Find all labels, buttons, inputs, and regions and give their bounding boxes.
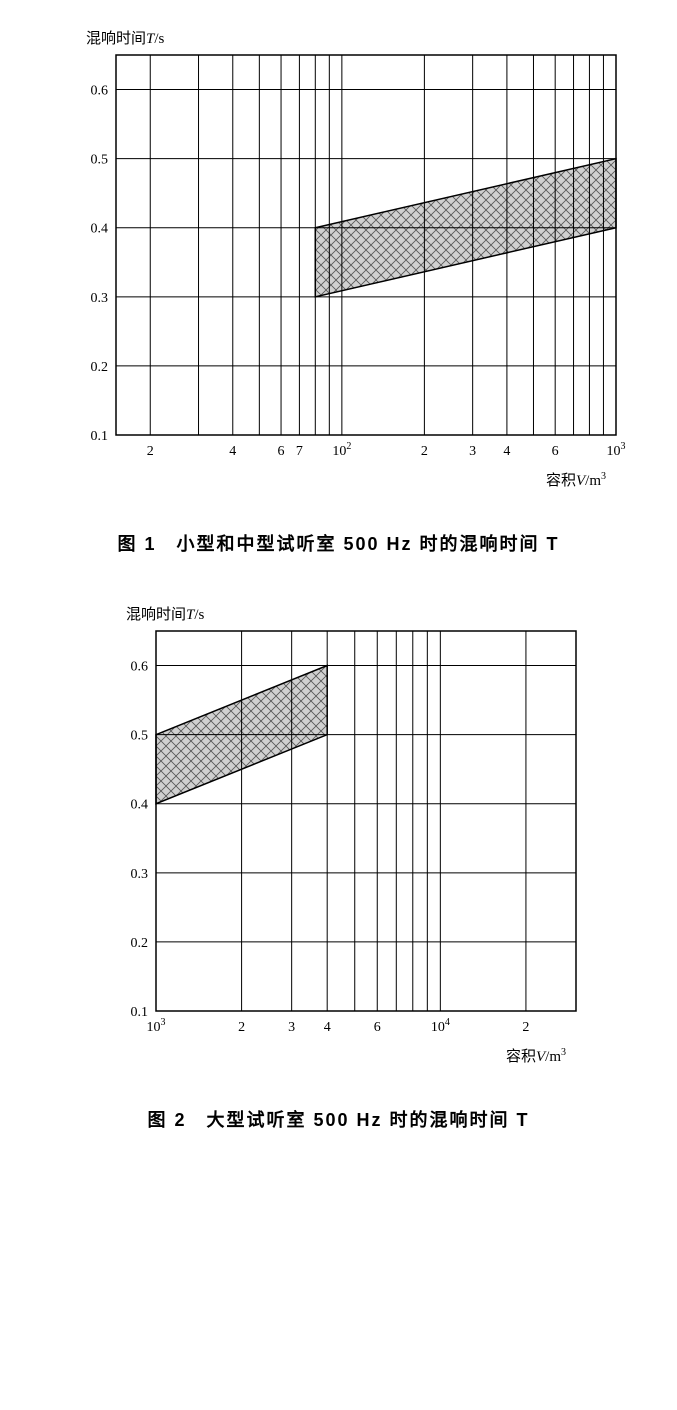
y-tick-label: 0.3	[131, 867, 149, 882]
x-tick-label: 4	[503, 444, 510, 459]
x-tick-label: 104	[431, 1017, 450, 1035]
y-tick-label: 0.2	[91, 360, 109, 375]
y-tick-label: 0.5	[131, 729, 149, 744]
x-tick-label: 2	[147, 444, 154, 459]
chart2-svg-holder: 混响时间T/s 0.1 0.2 0.3 0.4 0.5 0.6 103 2 3 4 6 104 2 容积V…	[20, 596, 657, 1081]
y-tick-label: 0.6	[131, 660, 149, 675]
chart2-caption: 图 2 大型试听室 500 Hz 时的混响时间 T	[20, 1106, 657, 1132]
x-tick-label: 2	[238, 1020, 245, 1035]
x-tick-label: 6	[278, 444, 285, 459]
x-tick-label: 6	[552, 444, 559, 459]
y-axis-title: 混响时间T/s	[86, 30, 165, 47]
y-tick-label: 0.4	[91, 222, 109, 237]
x-tick-label: 7	[296, 444, 303, 459]
y-axis-title: 混响时间T/s	[126, 606, 205, 623]
chart1-block: 混响时间T/s 0.10.20.30.40.50.624671022346103…	[20, 20, 657, 556]
y-tick-label: 0.4	[131, 798, 149, 813]
x-tick-label: 103	[607, 441, 626, 459]
x-tick-label: 102	[332, 441, 351, 459]
x-tick-label: 6	[374, 1020, 381, 1035]
x-tick-label: 103	[147, 1017, 166, 1035]
y-tick-label: 0.3	[91, 291, 109, 306]
y-tick-label: 0.1	[131, 1005, 149, 1020]
x-tick-label: 4	[324, 1020, 331, 1035]
x-tick-label: 3	[469, 444, 476, 459]
chart2-block: 混响时间T/s 0.1 0.2 0.3 0.4 0.5 0.6 103 2 3 4 6 104 2 容积V…	[20, 596, 657, 1132]
x-axis-title: 容积V/m3	[546, 471, 606, 489]
y-tick-label: 0.1	[91, 429, 109, 444]
x-tick-label: 2	[522, 1020, 529, 1035]
x-tick-label: 2	[421, 444, 428, 459]
y-tick-label: 0.2	[131, 936, 149, 951]
x-tick-label: 4	[229, 444, 236, 459]
chart1-svg-holder: 混响时间T/s 0.10.20.30.40.50.624671022346103…	[20, 20, 657, 505]
y-tick-label: 0.6	[91, 84, 109, 99]
x-tick-label: 3	[288, 1020, 295, 1035]
y-tick-label: 0.5	[91, 153, 109, 168]
chart1-caption: 图 1 小型和中型试听室 500 Hz 时的混响时间 T	[20, 530, 657, 556]
x-axis-title: 容积V/m3	[506, 1047, 566, 1065]
